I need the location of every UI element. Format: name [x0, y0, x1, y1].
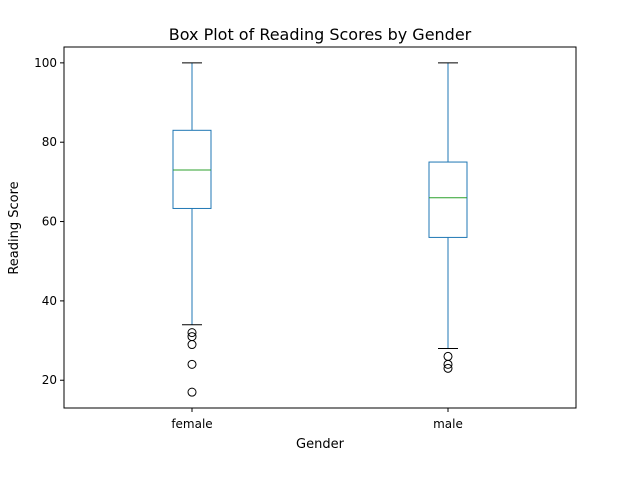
- x-tick-label: male: [433, 417, 463, 431]
- boxes-group: [172, 62, 468, 397]
- iqr-box: [172, 129, 212, 209]
- x-axis-label: Gender: [296, 437, 345, 452]
- y-tick-label: 80: [42, 135, 57, 149]
- box-female: [172, 62, 212, 397]
- outlier-point: [187, 387, 197, 397]
- outlier-point: [443, 351, 453, 361]
- y-tick-label: 60: [42, 215, 57, 229]
- outlier-point: [443, 359, 453, 369]
- x-tick-label: female: [171, 417, 212, 431]
- y-axis-label: Reading Score: [7, 181, 22, 274]
- y-tick-label: 20: [42, 373, 57, 387]
- y-tick-label: 100: [34, 56, 57, 70]
- outlier-point: [187, 359, 197, 369]
- chart-title: Box Plot of Reading Scores by Gender: [169, 25, 472, 44]
- y-tick-label: 40: [42, 294, 57, 308]
- outlier-point: [443, 363, 453, 373]
- x-axis: female male: [171, 408, 463, 431]
- outlier-point: [187, 340, 197, 350]
- iqr-box: [428, 161, 468, 238]
- outlier-point: [187, 328, 197, 338]
- box-male: [428, 62, 468, 373]
- y-axis: 20 40 60 80 100: [34, 56, 64, 387]
- plot-area: [63, 46, 577, 409]
